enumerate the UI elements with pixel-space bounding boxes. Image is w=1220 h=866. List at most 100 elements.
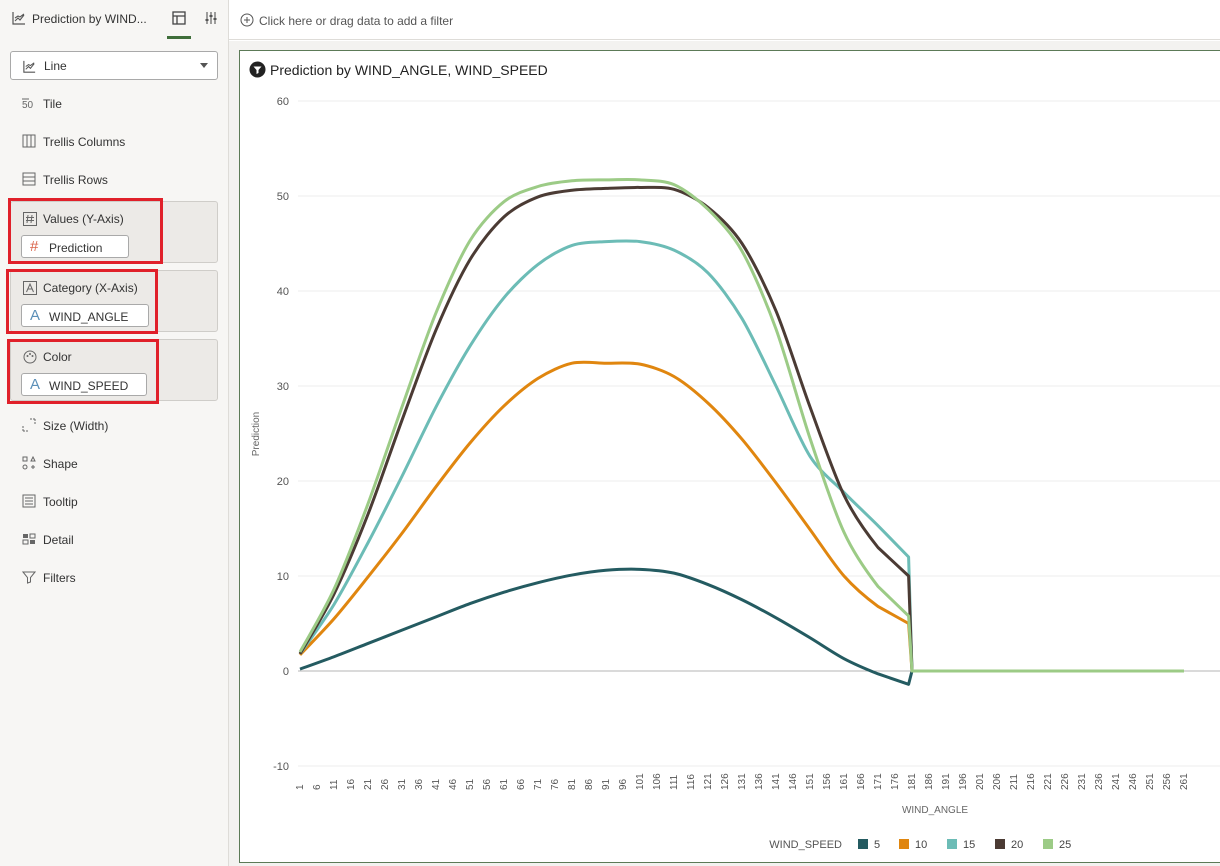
x-tick-label: 21 bbox=[363, 778, 374, 790]
legend-label[interactable]: 10 bbox=[915, 839, 927, 851]
legend-label[interactable]: 25 bbox=[1059, 839, 1071, 851]
viz-type-select[interactable]: Line bbox=[10, 51, 218, 80]
x-tick-label: 216 bbox=[1026, 773, 1037, 790]
trellis-rows-icon bbox=[22, 172, 36, 186]
attribute-icon: A bbox=[30, 307, 41, 324]
y-axis-label: Prediction bbox=[251, 412, 262, 456]
x-tick-label: 31 bbox=[397, 778, 408, 790]
x-tick-label: 146 bbox=[788, 773, 799, 790]
line-chart-icon bbox=[12, 12, 25, 25]
category-field: WIND_ANGLE bbox=[49, 310, 129, 324]
x-tick-label: 206 bbox=[992, 773, 1003, 790]
series-line-10[interactable] bbox=[298, 360, 1184, 673]
x-tick-label: 46 bbox=[448, 778, 459, 790]
x-tick-label: 261 bbox=[1179, 773, 1190, 790]
y-tick-label: 30 bbox=[277, 381, 289, 393]
legend-label[interactable]: 15 bbox=[963, 839, 975, 851]
properties-tab-icon[interactable] bbox=[203, 10, 219, 26]
x-tick-label: 66 bbox=[516, 778, 527, 790]
legend-label[interactable]: 20 bbox=[1011, 839, 1023, 851]
x-tick-label: 181 bbox=[907, 773, 918, 790]
x-tick-label: 116 bbox=[686, 774, 697, 790]
tooltip-icon bbox=[22, 494, 36, 508]
y-tick-label: 40 bbox=[277, 286, 289, 298]
x-tick-label: 126 bbox=[720, 773, 731, 790]
number-icon bbox=[23, 212, 37, 226]
add-filter-icon[interactable] bbox=[240, 13, 254, 27]
x-tick-label: 16 bbox=[346, 778, 357, 790]
x-tick-label: 211 bbox=[1009, 774, 1020, 790]
x-tick-label: 151 bbox=[805, 773, 816, 790]
x-tick-label: 106 bbox=[652, 773, 663, 790]
legend-swatch bbox=[995, 839, 1005, 849]
series-line-25[interactable] bbox=[298, 177, 1184, 673]
measure-icon: # bbox=[30, 238, 39, 255]
shape-icon bbox=[22, 456, 36, 470]
grammar-panel: Prediction by WIND... Line 50 Tile Trell… bbox=[0, 0, 229, 866]
filter-placeholder: Click here or drag data to add a filter bbox=[259, 14, 454, 28]
tooltip-label: Tooltip bbox=[43, 495, 78, 509]
series-line-20[interactable] bbox=[298, 185, 1184, 673]
prediction-pill[interactable]: # Prediction bbox=[21, 235, 129, 258]
chevron-down-icon bbox=[200, 63, 208, 68]
x-tick-label: 161 bbox=[839, 773, 850, 790]
filter-bar[interactable]: Click here or drag data to add a filter bbox=[229, 0, 1220, 40]
series-line-15[interactable] bbox=[298, 239, 1184, 673]
filters-label: Filters bbox=[43, 571, 76, 585]
attribute-icon bbox=[23, 281, 37, 295]
y-tick-label: 20 bbox=[277, 476, 289, 488]
legend-title: WIND_SPEED bbox=[769, 839, 842, 851]
active-tab-indicator bbox=[167, 36, 191, 39]
trellis-columns-label: Trellis Columns bbox=[43, 135, 126, 149]
x-tick-label: 156 bbox=[822, 773, 833, 790]
chart-panel[interactable] bbox=[239, 50, 1220, 863]
x-tick-label: 251 bbox=[1145, 773, 1156, 790]
x-tick-label: 86 bbox=[584, 778, 595, 790]
x-tick-label: 36 bbox=[414, 778, 425, 790]
trellis-rows-label: Trellis Rows bbox=[43, 173, 108, 187]
y-tick-label: 50 bbox=[277, 191, 289, 203]
x-tick-label: 56 bbox=[482, 778, 493, 790]
x-tick-label: 121 bbox=[703, 773, 714, 790]
legend-swatch bbox=[858, 839, 868, 849]
x-tick-label: 131 bbox=[737, 773, 748, 790]
legend-swatch bbox=[1043, 839, 1053, 849]
palette-icon bbox=[23, 350, 37, 364]
x-tick-label: 186 bbox=[924, 773, 935, 790]
x-tick-label: 176 bbox=[890, 773, 901, 790]
detail-label: Detail bbox=[43, 533, 74, 547]
series-line-5[interactable] bbox=[299, 567, 1184, 686]
tile-icon: 50 bbox=[22, 98, 34, 110]
x-tick-label: 76 bbox=[550, 778, 561, 790]
y-axis-ticks: -10 0 10 20 30 40 50 60 bbox=[273, 96, 289, 773]
x-tick-label: 6 bbox=[312, 784, 323, 790]
legend: WIND_SPEED 5 10 15 20 25 bbox=[769, 839, 1071, 851]
values-label: Values (Y-Axis) bbox=[43, 212, 124, 226]
trellis-columns-icon bbox=[22, 134, 36, 148]
x-tick-label: 141 bbox=[771, 773, 782, 790]
visualization-title: Prediction by WIND... bbox=[32, 12, 147, 26]
grammar-tab-icon[interactable] bbox=[171, 10, 187, 26]
color-field: WIND_SPEED bbox=[49, 379, 129, 393]
y-tick-label: 10 bbox=[277, 571, 289, 583]
wind-speed-pill[interactable]: A WIND_SPEED bbox=[21, 373, 147, 396]
x-tick-label: 226 bbox=[1060, 773, 1071, 790]
values-field: Prediction bbox=[49, 241, 103, 255]
x-tick-label: 71 bbox=[533, 778, 544, 790]
panel-header: Prediction by WIND... bbox=[0, 0, 229, 40]
x-tick-label: 201 bbox=[975, 773, 986, 790]
tile-label: Tile bbox=[43, 97, 62, 111]
x-tick-label: 231 bbox=[1077, 773, 1088, 790]
y-tick-label: 60 bbox=[277, 96, 289, 108]
x-tick-label: 81 bbox=[567, 778, 578, 790]
wind-angle-pill[interactable]: A WIND_ANGLE bbox=[21, 304, 149, 327]
menu-icon[interactable] bbox=[249, 61, 266, 78]
x-tick-label: 171 bbox=[873, 773, 884, 790]
legend-label[interactable]: 5 bbox=[874, 839, 880, 851]
size-label: Size (Width) bbox=[43, 419, 109, 433]
drop-target-values[interactable]: Values (Y-Axis) # Prediction bbox=[10, 201, 218, 263]
x-tick-label: 166 bbox=[856, 773, 867, 790]
drop-target-color[interactable]: Color A WIND_SPEED bbox=[10, 339, 218, 401]
drop-target-category[interactable]: Category (X-Axis) A WIND_ANGLE bbox=[10, 270, 218, 332]
svg-text:50: 50 bbox=[22, 100, 34, 110]
